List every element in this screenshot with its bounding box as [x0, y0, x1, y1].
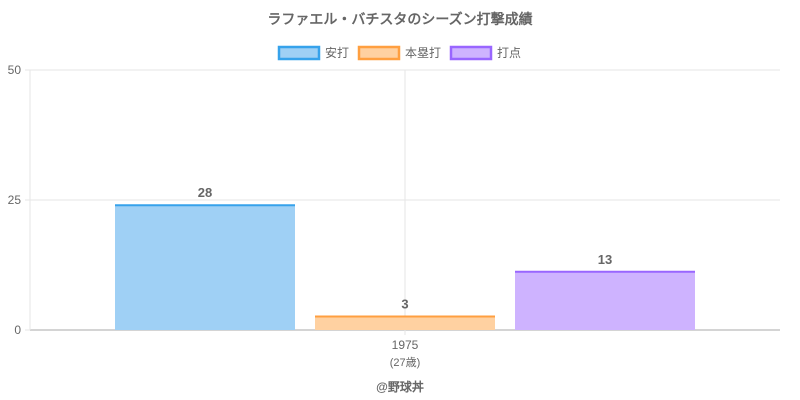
legend: 安打 本塁打 打点	[277, 45, 521, 61]
y-axis: 0 25 50	[8, 63, 22, 337]
x-tick-label-1975: 1975	[392, 338, 419, 352]
data-label-本塁打-1975: 3	[401, 296, 408, 311]
legend-label-2: 打点	[497, 46, 521, 60]
bar-打点-1975	[515, 271, 695, 330]
legend-swatch-1	[357, 45, 401, 61]
legend-swatch-2	[449, 45, 493, 61]
y-tick-label-0: 0	[14, 323, 21, 337]
y-tick-label-25: 25	[8, 193, 22, 207]
credit-label: @野球丼	[376, 379, 424, 394]
legend-swatch-0	[277, 45, 321, 61]
bar-安打-1975	[115, 205, 295, 330]
x-axis: 1975 (27歳)	[390, 338, 421, 369]
data-label-打点-1975: 13	[598, 252, 612, 267]
x-tick-sublabel-1975: (27歳)	[390, 356, 421, 369]
y-tick-label-50: 50	[8, 63, 22, 77]
chart-title: ラファエル・バチスタのシーズン打撃成績	[267, 11, 532, 27]
legend-label-1: 本塁打	[405, 46, 441, 60]
bars: 28 3 13	[115, 185, 695, 330]
legend-label-0: 安打	[325, 45, 349, 60]
bar-本塁打-1975	[315, 316, 495, 330]
data-label-安打-1975: 28	[198, 185, 212, 200]
